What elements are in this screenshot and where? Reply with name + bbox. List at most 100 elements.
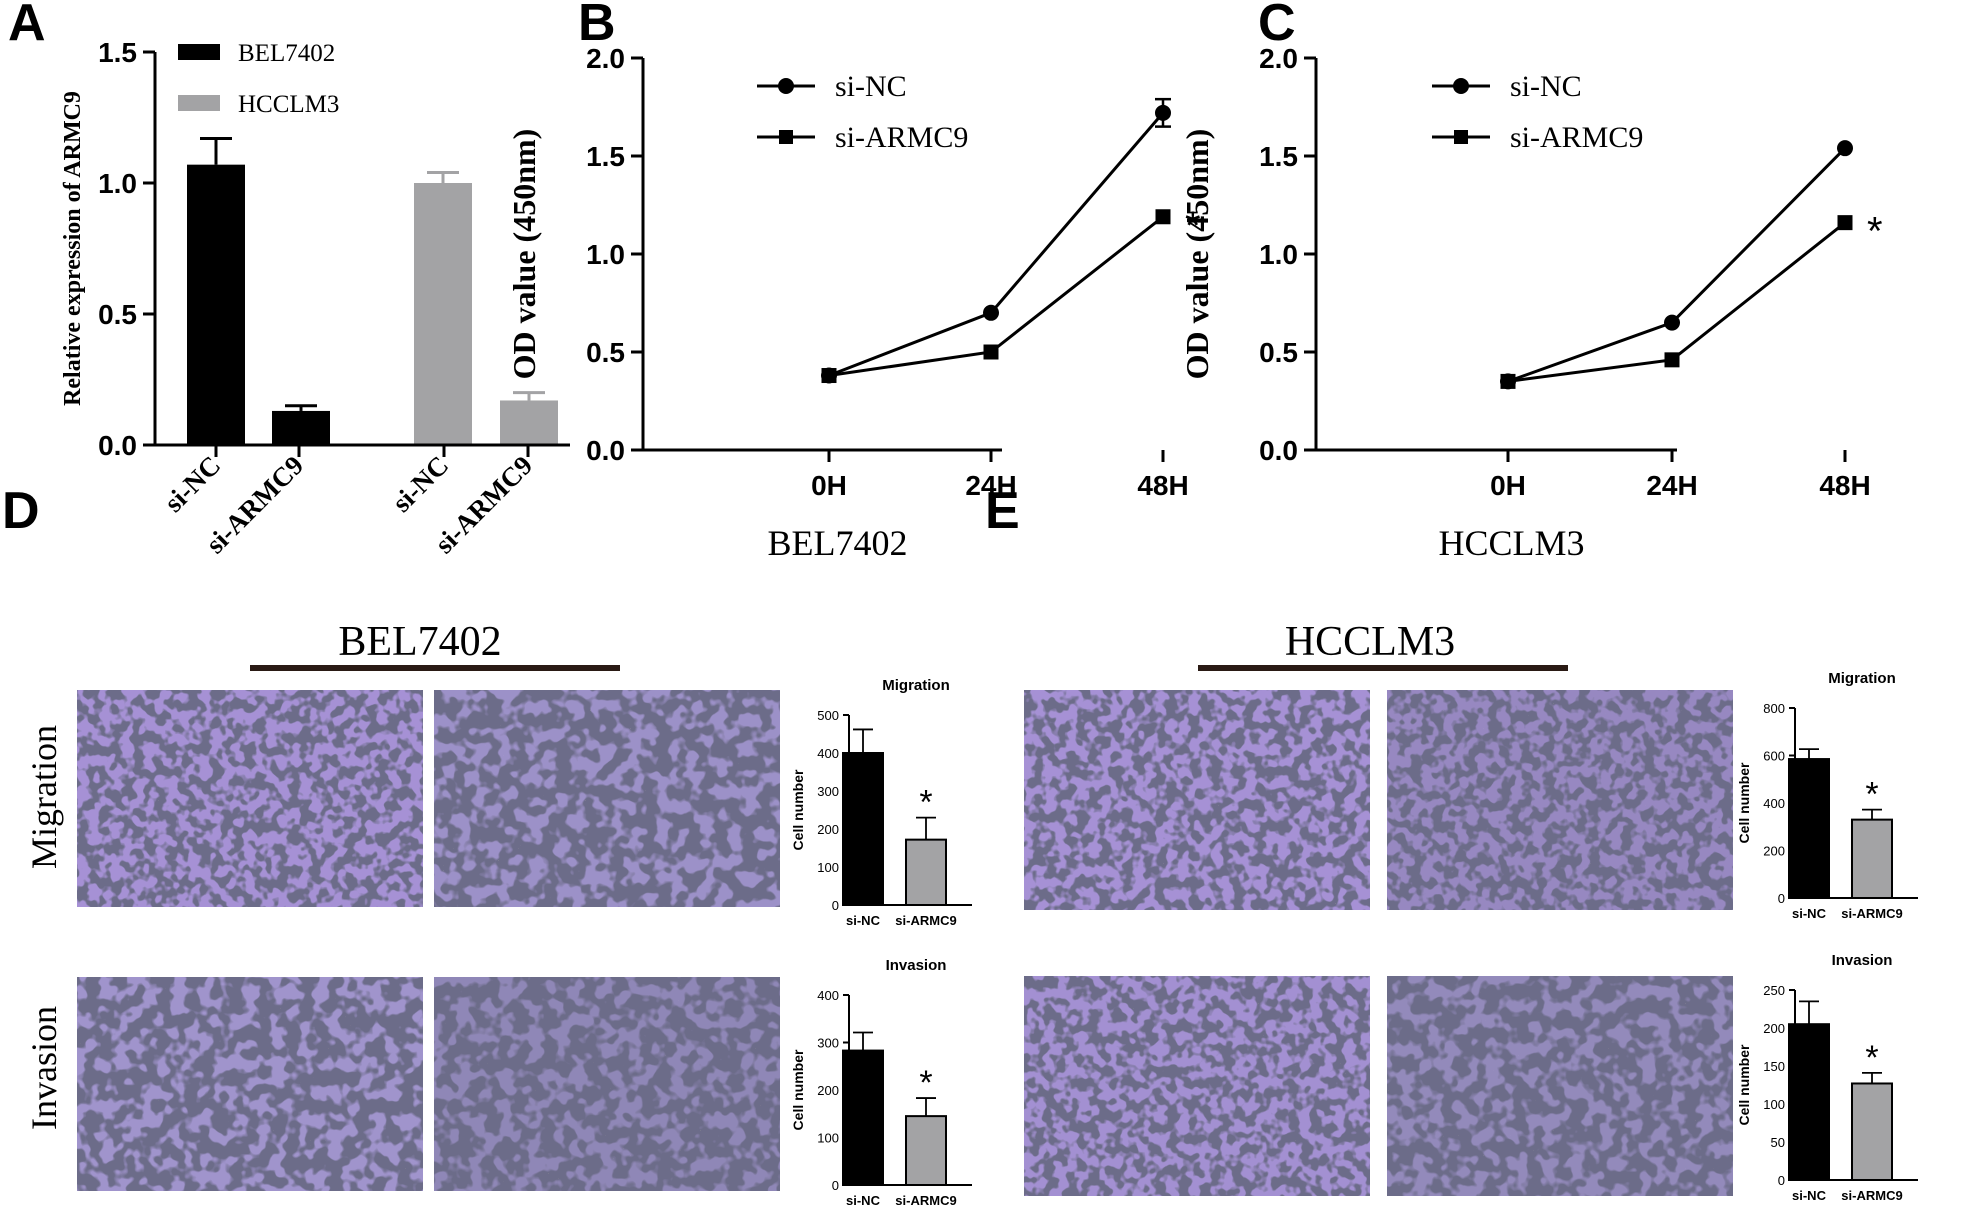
b-y-tick-label: 2.0 <box>586 43 625 74</box>
small-y-tick-label: 300 <box>817 1036 839 1051</box>
b-legend-label: si-NC <box>835 70 907 103</box>
panel-e-cell-line: HCCLM3 <box>1285 619 1455 665</box>
a-bar <box>272 410 330 445</box>
b-legend-marker <box>778 78 794 94</box>
c-legend-label: si-ARMC9 <box>1510 121 1643 154</box>
small-chart-title: Migration <box>1828 670 1896 687</box>
c-x-tick-label: 24H <box>1646 470 1697 501</box>
small-y-tick-label: 400 <box>1763 796 1785 811</box>
micrograph-e-migration-si-armc9 <box>1387 690 1733 910</box>
small-y-tick-label: 300 <box>817 784 839 799</box>
panel-label-d: D <box>2 482 40 540</box>
b-y-tick-label: 1.5 <box>586 141 625 172</box>
b-legend-marker <box>779 130 793 144</box>
a-legend-swatch-bel7402 <box>178 44 220 60</box>
chart-c-cck8-hcclm3: 0.0 0.5 1.0 1.5 2.0 0H 24H 48H OD value (450nm) H… <box>1179 43 1883 563</box>
c-data-point <box>1664 352 1680 368</box>
chart-e-invasion: Invasion 0 50 100 150 200 250 Cell number si-NC s… <box>1736 952 1918 1203</box>
micrograph-e-invasion-si-armc9 <box>1387 976 1733 1196</box>
small-y-tick-label: 0 <box>1778 891 1785 906</box>
a-bar <box>187 164 245 445</box>
small-y-axis-label: Cell number <box>790 1049 806 1130</box>
panel-e-photos: HCCLM3 <box>1024 619 1733 1196</box>
c-data-point <box>1837 215 1853 231</box>
small-x-tick-label: si-ARMC9 <box>895 1193 956 1208</box>
small-y-tick-label: 200 <box>1763 1021 1785 1036</box>
small-bar <box>905 838 947 907</box>
micrograph-d-migration-si-armc9 <box>434 690 780 907</box>
small-y-tick-label: 0 <box>832 898 839 913</box>
c-x-tick-label: 48H <box>1819 470 1870 501</box>
micrograph-d-migration-si-nc <box>77 690 423 907</box>
c-y-tick-label: 0.0 <box>1259 435 1298 466</box>
small-significance: * <box>919 784 932 822</box>
small-y-tick-label: 800 <box>1763 701 1785 716</box>
small-y-tick-label: 250 <box>1763 983 1785 998</box>
c-x-axis-label: HCCLM3 <box>1438 523 1584 563</box>
b-x-tick-label: 24H <box>965 470 1016 501</box>
micrograph-e-invasion-si-nc <box>1024 976 1370 1196</box>
a-y-axis-label: Relative expression of ARMC9 <box>60 91 86 406</box>
micrograph-d-invasion-si-armc9 <box>434 977 780 1191</box>
chart-d-migration: Migration 0 100 200 300 400 500 Cell number si-N… <box>790 677 972 928</box>
panel-d-photos: BEL7402 Migration Invasion <box>24 619 780 1191</box>
small-y-tick-label: 200 <box>817 1083 839 1098</box>
b-x-tick-label: 0H <box>811 470 847 501</box>
b-y-tick-label: 0.5 <box>586 337 625 368</box>
b-x-tick-label: 48H <box>1137 470 1188 501</box>
small-y-tick-label: 150 <box>1763 1059 1785 1074</box>
b-y-axis-label: OD value (450nm) <box>506 129 542 380</box>
b-y-tick-label: 0.0 <box>586 435 625 466</box>
small-y-tick-label: 100 <box>817 860 839 875</box>
c-data-point <box>1664 314 1680 331</box>
small-y-tick-label: 100 <box>817 1131 839 1146</box>
c-legend-label: si-NC <box>1510 70 1582 103</box>
micrograph-d-invasion-si-nc <box>77 977 423 1191</box>
panel-e-underline <box>1198 665 1568 671</box>
panel-label-e: E <box>985 482 1020 540</box>
panel-d-cell-line: BEL7402 <box>338 619 501 665</box>
b-x-axis-label: BEL7402 <box>768 523 908 563</box>
small-x-tick-label: si-ARMC9 <box>895 913 956 928</box>
small-significance: * <box>1865 1039 1878 1077</box>
chart-d-invasion: Invasion 0 100 200 300 400 Cell number si-NC si-… <box>790 957 972 1208</box>
small-bar <box>1788 1023 1830 1181</box>
small-significance: * <box>1865 776 1878 814</box>
a-legend-hcclm3: HCCLM3 <box>238 91 339 118</box>
b-significance: * <box>1185 204 1201 248</box>
c-data-point <box>1837 140 1853 157</box>
small-x-tick-label: si-NC <box>1792 906 1827 921</box>
small-bar <box>1851 818 1893 899</box>
b-data-point <box>1155 104 1171 121</box>
small-y-tick-label: 200 <box>1763 844 1785 859</box>
small-y-tick-label: 400 <box>817 988 839 1003</box>
small-y-tick-label: 0 <box>832 1178 839 1193</box>
small-bar <box>905 1115 947 1186</box>
small-y-tick-label: 600 <box>1763 749 1785 764</box>
small-y-tick-label: 400 <box>817 746 839 761</box>
small-bar <box>842 752 884 906</box>
small-y-tick-label: 200 <box>817 822 839 837</box>
small-y-axis-label: Cell number <box>1736 762 1752 843</box>
small-bar <box>1788 758 1830 899</box>
small-y-tick-label: 100 <box>1763 1097 1785 1112</box>
panel-label-a: A <box>8 0 46 52</box>
a-y-tick-label: 0.5 <box>98 299 137 330</box>
chart-b-cck8-bel7402: 0.0 0.5 1.0 1.5 2.0 0H 24H 48H OD value (450nm) B… <box>506 43 1201 563</box>
b-data-point <box>983 344 999 360</box>
row-label-migration: Migration <box>24 725 64 869</box>
chart-a-expression: 0.0 0.5 1.0 1.5 Relative expression of ARMC9… <box>60 37 570 559</box>
c-y-tick-label: 2.0 <box>1259 43 1298 74</box>
panel-label-b: B <box>578 0 616 52</box>
c-y-tick-label: 1.5 <box>1259 141 1298 172</box>
b-data-point <box>821 368 837 384</box>
a-bar <box>500 400 558 445</box>
small-chart-title: Migration <box>882 677 950 694</box>
small-chart-title: Invasion <box>1832 952 1893 969</box>
b-data-point <box>1155 209 1171 225</box>
b-legend-label: si-ARMC9 <box>835 121 968 154</box>
c-significance: * <box>1867 210 1883 254</box>
a-y-tick-label: 1.5 <box>98 37 137 68</box>
small-x-tick-label: si-ARMC9 <box>1841 906 1902 921</box>
chart-e-migration: Migration 0 200 400 600 800 Cell number si-NC si… <box>1736 670 1918 921</box>
